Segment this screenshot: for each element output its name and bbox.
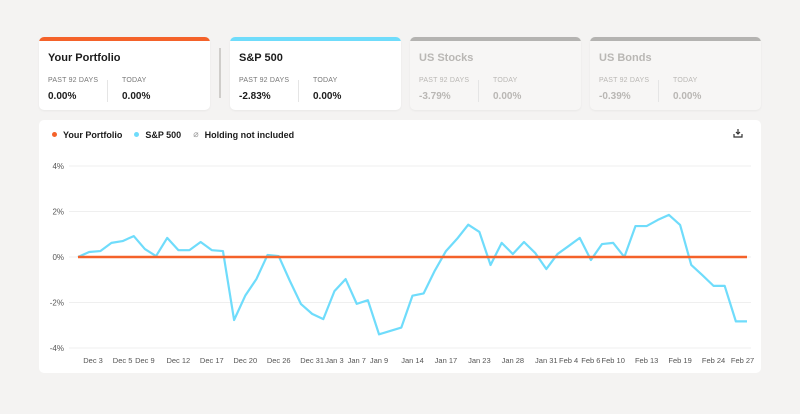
- period-value: -2.83%: [239, 91, 271, 102]
- x-tick-label: Jan 28: [502, 356, 525, 365]
- card-separator: [219, 48, 221, 98]
- today-value: 0.00%: [673, 91, 702, 102]
- comparison-card-us-bonds[interactable]: US Bonds PAST 92 DAYS -0.39% TODAY 0.00%: [590, 37, 761, 110]
- card-divider: [298, 80, 299, 102]
- legend: Your Portfolio S&P 500 ⌀ Holding not inc…: [52, 129, 294, 140]
- today-label: TODAY: [122, 77, 147, 84]
- card-title: US Bonds: [599, 52, 652, 64]
- x-tick-label: Jan 17: [435, 356, 458, 365]
- x-tick-label: Jan 9: [370, 356, 388, 365]
- x-tick-label: Jan 3: [325, 356, 343, 365]
- y-tick-label: 2%: [52, 208, 64, 217]
- card-color-bar: [230, 37, 401, 41]
- y-tick-label: -4%: [50, 344, 64, 353]
- legend-portfolio[interactable]: Your Portfolio: [63, 129, 123, 140]
- card-color-bar: [410, 37, 581, 41]
- card-title: US Stocks: [419, 52, 474, 64]
- y-tick-label: 4%: [52, 162, 64, 171]
- comparison-card-s-p-500[interactable]: S&P 500 PAST 92 DAYS -2.83% TODAY 0.00%: [230, 37, 401, 110]
- period-label: PAST 92 DAYS: [48, 77, 99, 84]
- x-tick-label: Dec 31: [300, 356, 324, 365]
- card-divider: [107, 80, 108, 102]
- x-tick-label: Feb 10: [602, 356, 625, 365]
- x-tick-label: Feb 13: [635, 356, 658, 365]
- period-label: PAST 92 DAYS: [419, 77, 470, 84]
- x-tick-label: Feb 4: [559, 356, 578, 365]
- sp500-legend-dot: [134, 132, 140, 137]
- line-chart: 4% 2% 0% -2% -4% Dec 3 Dec 5 Dec 9 Dec 12 Dec 17 D…: [50, 162, 754, 365]
- x-tick-label: Dec 5: [113, 356, 133, 365]
- x-tick-label: Jan 23: [468, 356, 491, 365]
- today-value: 0.00%: [122, 91, 151, 102]
- sp500-line: [77, 213, 747, 336]
- portfolio-legend-dot: [52, 132, 57, 137]
- y-tick-label: 0%: [52, 253, 64, 262]
- download-icon[interactable]: [733, 128, 743, 141]
- x-tick-label: Dec 3: [83, 356, 103, 365]
- x-tick-label: Jan 7: [348, 356, 366, 365]
- today-label: TODAY: [313, 77, 338, 84]
- card-title: Your Portfolio: [48, 52, 121, 64]
- x-tick-label: Feb 6: [581, 356, 600, 365]
- period-value: 0.00%: [48, 91, 77, 102]
- today-value: 0.00%: [313, 91, 342, 102]
- legend-excluded: Holding not included: [204, 129, 295, 140]
- x-tick-label: Dec 26: [267, 356, 291, 365]
- x-tick-label: Dec 17: [200, 356, 224, 365]
- not-included-icon: ⌀: [193, 129, 199, 139]
- period-value: -3.79%: [419, 91, 451, 102]
- x-tick-label: Dec 12: [166, 356, 190, 365]
- today-label: TODAY: [493, 77, 518, 84]
- today-value: 0.00%: [493, 91, 522, 102]
- comparison-card-your-portfolio[interactable]: Your Portfolio PAST 92 DAYS 0.00% TODAY …: [39, 37, 210, 110]
- period-label: PAST 92 DAYS: [599, 77, 650, 84]
- period-value: -0.39%: [599, 91, 631, 102]
- x-tick-label: Dec 20: [233, 356, 257, 365]
- x-tick-label: Dec 9: [135, 356, 155, 365]
- card-divider: [478, 80, 479, 102]
- today-label: TODAY: [673, 77, 698, 84]
- card-color-bar: [590, 37, 761, 41]
- x-tick-label: Jan 14: [401, 356, 424, 365]
- period-label: PAST 92 DAYS: [239, 77, 290, 84]
- card-color-bar: [39, 37, 210, 41]
- card-divider: [658, 80, 659, 102]
- x-tick-label: Feb 19: [668, 356, 691, 365]
- card-title: S&P 500: [239, 52, 283, 64]
- comparison-card-us-stocks[interactable]: US Stocks PAST 92 DAYS -3.79% TODAY 0.00…: [410, 37, 581, 110]
- chart-panel: Your Portfolio S&P 500 ⌀ Holding not inc…: [39, 120, 761, 373]
- legend-sp500[interactable]: S&P 500: [145, 129, 182, 140]
- x-tick-label: Feb 24: [702, 356, 725, 365]
- x-tick-label: Feb 27: [731, 356, 754, 365]
- y-tick-label: -2%: [50, 299, 64, 308]
- x-tick-label: Jan 31: [535, 356, 558, 365]
